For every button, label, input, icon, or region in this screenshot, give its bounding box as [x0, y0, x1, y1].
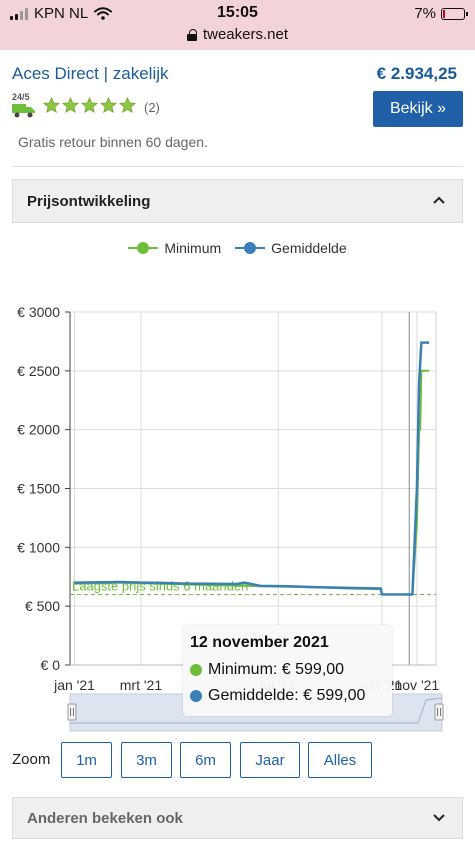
- signal-icon: [10, 7, 28, 20]
- shop-name-link[interactable]: Aces Direct | zakelijk: [12, 64, 169, 83]
- zoom-6m-button[interactable]: 6m: [180, 742, 231, 778]
- retour-info: Gratis retour binnen 60 dagen.: [18, 134, 208, 150]
- shop-price[interactable]: € 2.934,25: [376, 64, 457, 83]
- tooltip-row-gemiddelde: Gemiddelde: € 599,00: [190, 687, 365, 705]
- y-tick-label: € 1500: [17, 481, 60, 497]
- chart-legend: Minimum Gemiddelde: [0, 240, 475, 256]
- zoom-1m-button[interactable]: 1m: [61, 742, 112, 778]
- status-left: KPN NL: [10, 5, 113, 22]
- star-icon: [100, 97, 117, 114]
- tooltip-date: 12 november 2021: [190, 634, 329, 651]
- chevron-up-icon: [433, 196, 445, 204]
- star-icon: [43, 97, 60, 114]
- chevron-down-icon: [433, 814, 445, 822]
- y-tick-label: € 3000: [17, 304, 60, 320]
- battery-percent: 7%: [414, 5, 436, 22]
- tooltip-dot: [190, 664, 202, 676]
- zoom-3m-button[interactable]: 3m: [121, 742, 172, 778]
- legend-label: Minimum: [164, 240, 222, 256]
- panel-title: Prijsontwikkeling: [27, 193, 151, 210]
- legend-label: Gemiddelde: [271, 240, 347, 256]
- bekijk-button[interactable]: Bekijk »: [373, 91, 463, 127]
- navigator-series: [70, 697, 443, 724]
- y-tick-label: € 2000: [17, 422, 60, 438]
- x-tick-label: jan '21: [53, 677, 95, 693]
- star-icon: [119, 97, 136, 114]
- url-text: tweakers.net: [202, 26, 289, 43]
- star-icon: [62, 97, 79, 114]
- tooltip-dot: [190, 690, 202, 702]
- lock-icon: [186, 28, 197, 41]
- address-bar[interactable]: tweakers.net: [0, 26, 475, 43]
- tooltip-gemiddelde-value: Gemiddelde: € 599,00: [208, 687, 366, 704]
- y-tick-label: € 2500: [17, 363, 60, 379]
- status-bar: KPN NL 15:05 tweakers.net 7%: [0, 0, 475, 50]
- y-tick-label: € 1000: [17, 539, 60, 555]
- legend-item-minimum[interactable]: Minimum: [128, 240, 221, 256]
- y-tick-label: € 0: [41, 657, 61, 673]
- clock: 15:05: [217, 4, 258, 21]
- divider: [12, 166, 463, 167]
- panel-title: Anderen bekeken ook: [27, 810, 183, 827]
- y-tick-label: € 500: [25, 598, 60, 614]
- navigator-handle[interactable]: [434, 703, 444, 721]
- series-line-gemiddelde: [74, 341, 430, 596]
- navigator-handle[interactable]: [67, 703, 77, 721]
- chart-tooltip: 12 november 2021 Minimum: € 599,00 Gemid…: [183, 625, 392, 716]
- delivery-badge-text: 24/5: [12, 92, 30, 102]
- others-viewed-panel-header[interactable]: Anderen bekeken ook: [12, 797, 463, 839]
- tooltip-minimum-value: Minimum: € 599,00: [208, 661, 345, 678]
- x-tick-label: mrt '21: [120, 677, 163, 693]
- truck-icon: [12, 104, 35, 118]
- battery-icon: [441, 7, 468, 20]
- carrier-label: KPN NL: [34, 5, 89, 22]
- legend-item-gemiddelde[interactable]: Gemiddelde: [235, 240, 347, 256]
- wifi-icon: [94, 7, 113, 20]
- review-count[interactable]: (2): [144, 100, 160, 115]
- price-history-panel-header[interactable]: Prijsontwikkeling: [12, 179, 463, 223]
- zoom-alles-button[interactable]: Alles: [308, 742, 372, 778]
- tooltip-row-minimum: Minimum: € 599,00: [190, 661, 344, 679]
- price-chart[interactable]: € 0 € 500 € 1000 € 1500 € 2000 € 2500 € 3000 ja…: [0, 295, 475, 740]
- delivery-badge: 24/5: [12, 92, 38, 120]
- x-tick-label: nov '21: [394, 677, 439, 693]
- status-right: 7%: [414, 5, 468, 22]
- zoom-jaar-button[interactable]: Jaar: [240, 742, 300, 778]
- zoom-label: Zoom: [12, 751, 51, 768]
- rating-stars[interactable]: [43, 97, 136, 114]
- star-icon: [81, 97, 98, 114]
